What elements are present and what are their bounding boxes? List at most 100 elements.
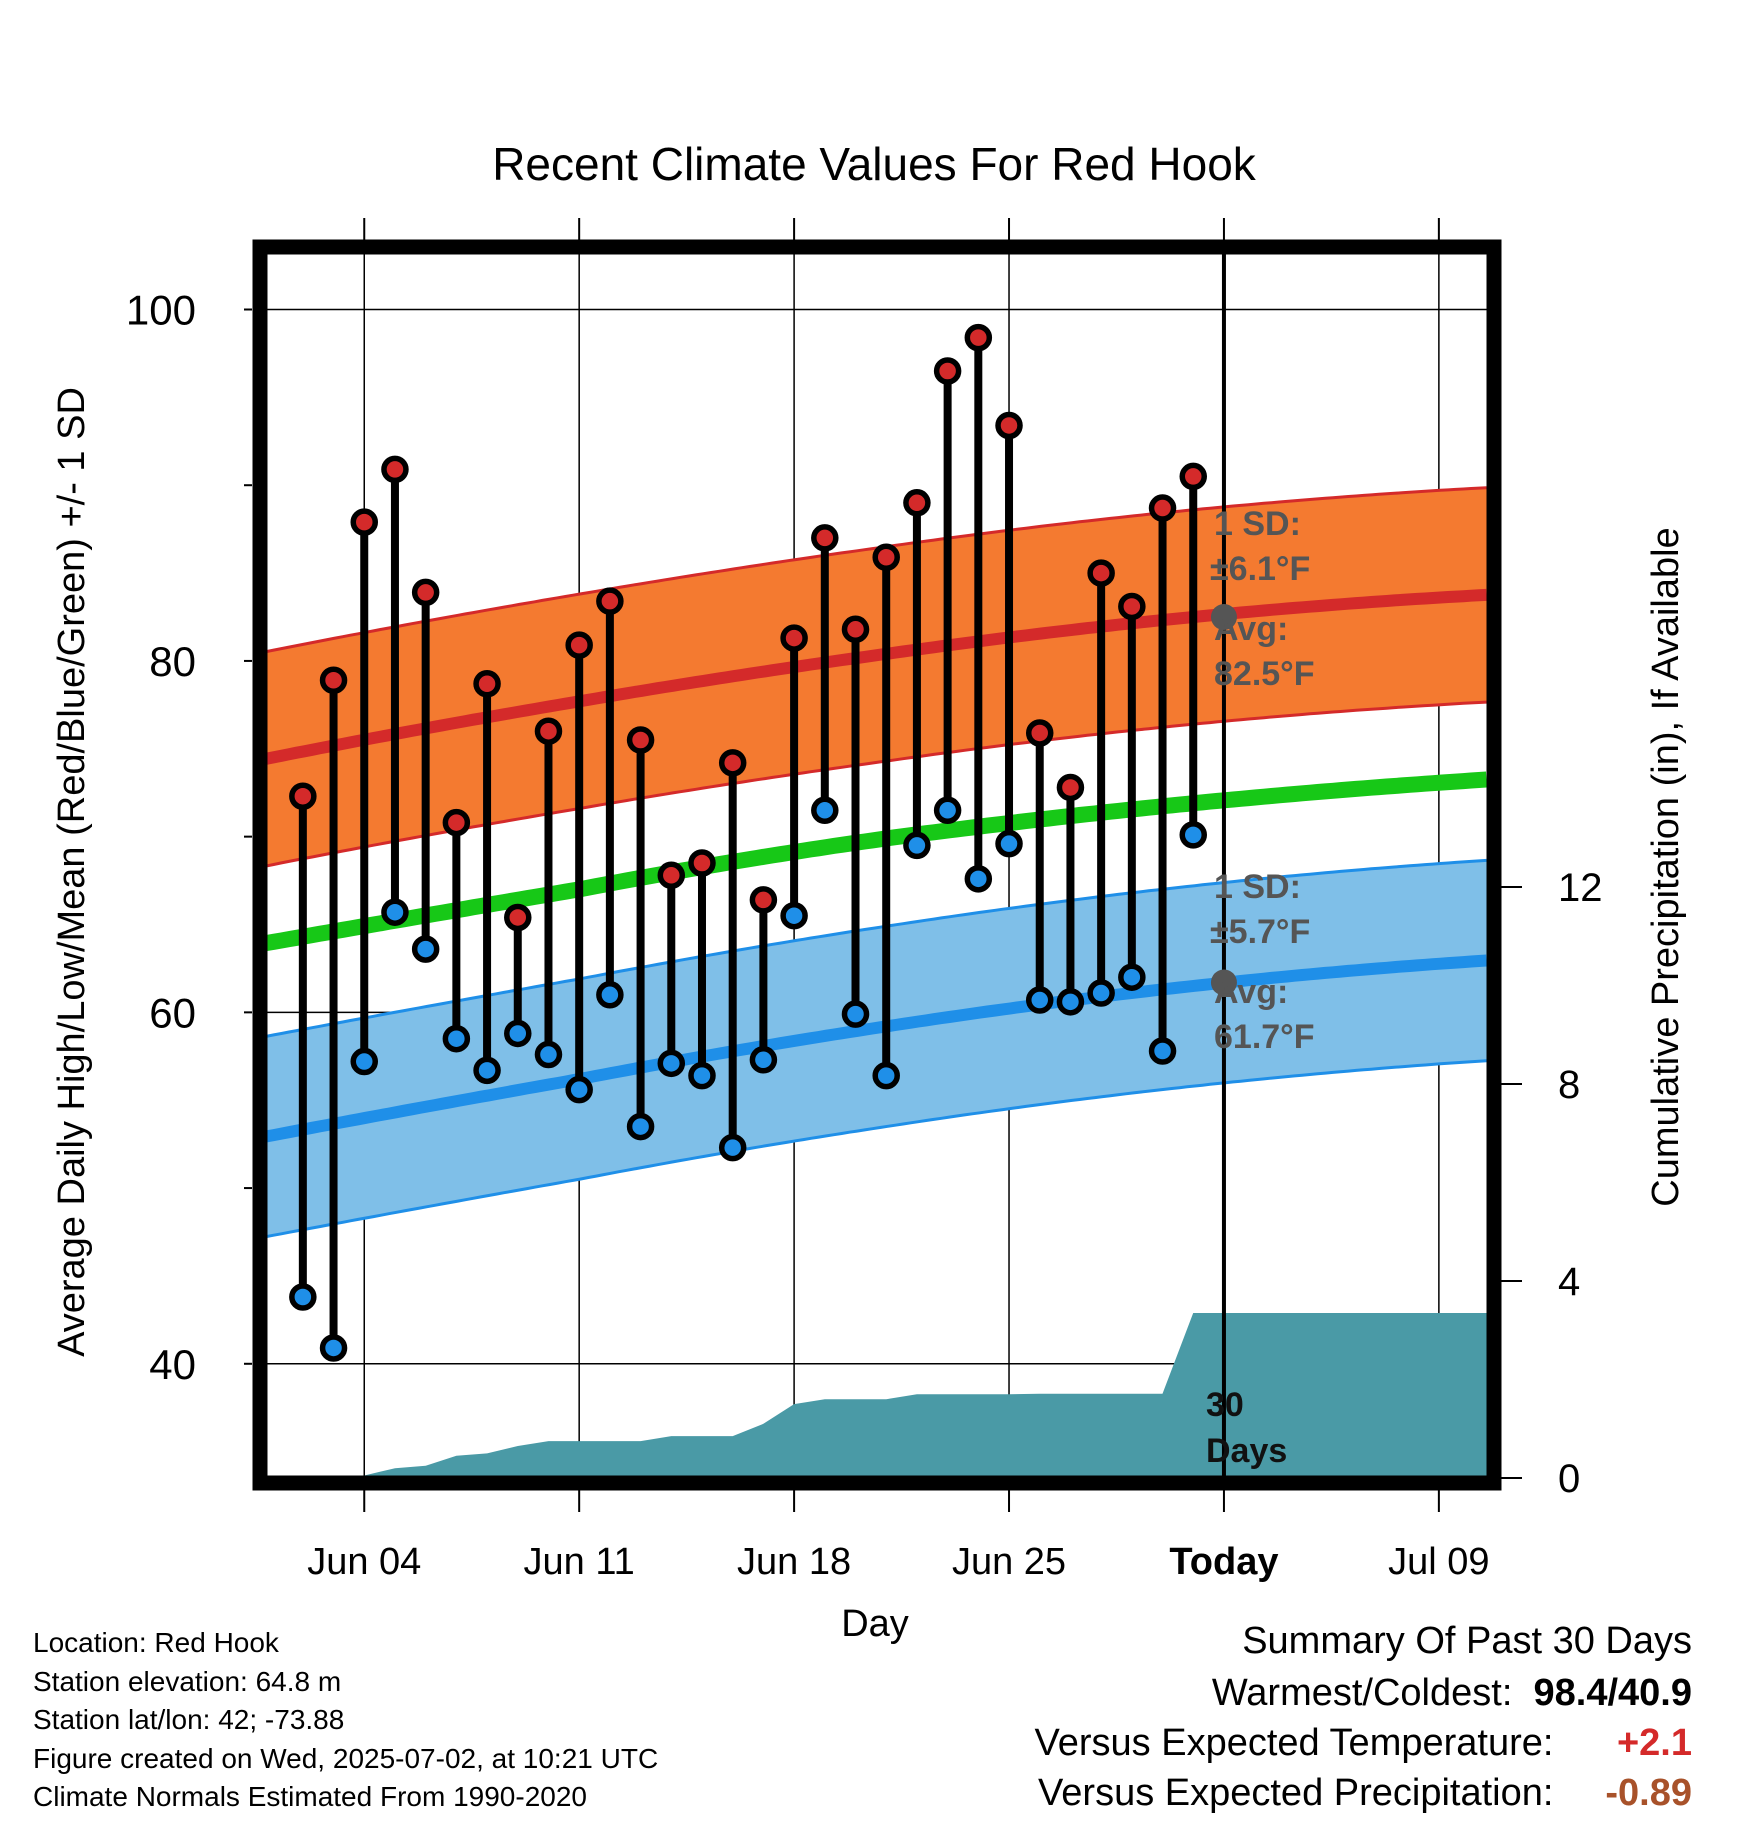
y-tick-label: 80 bbox=[149, 638, 196, 685]
station-info: Location: Red Hook Station elevation: 64… bbox=[33, 1624, 658, 1817]
normal-high-line bbox=[266, 588, 1487, 765]
x-tick-label: Today bbox=[1169, 1541, 1278, 1583]
low-point bbox=[565, 1075, 593, 1104]
y2-tick-label: 4 bbox=[1558, 1260, 1580, 1304]
low-point bbox=[872, 1061, 900, 1090]
low-point bbox=[688, 1061, 716, 1090]
low-point bbox=[811, 796, 839, 825]
y2-tick-label: 12 bbox=[1558, 866, 1603, 910]
low-point bbox=[1056, 988, 1085, 1016]
high-point bbox=[657, 861, 686, 890]
low-point bbox=[1118, 963, 1146, 991]
high-point bbox=[1056, 773, 1085, 802]
precipitation-value: -0.89 bbox=[1605, 1772, 1692, 1814]
low-point bbox=[841, 1000, 870, 1028]
y-tick-label: 60 bbox=[149, 989, 196, 1036]
x-tick-label: Jun 25 bbox=[952, 1541, 1066, 1583]
high-point bbox=[1179, 462, 1207, 491]
window-days-number: 30 bbox=[1206, 1386, 1244, 1424]
chart-title: Recent Climate Values For Red Hook bbox=[492, 138, 1257, 190]
high-point bbox=[903, 489, 931, 517]
high-avg-label: Avg: bbox=[1214, 610, 1288, 648]
high-point bbox=[1118, 592, 1146, 621]
high-point bbox=[688, 849, 716, 877]
low-point bbox=[1025, 986, 1054, 1014]
low-point bbox=[718, 1133, 747, 1162]
high-sd-value: ±6.1°F bbox=[1210, 550, 1310, 588]
x-tick-labels: Jun 04 Jun 11 Jun 18 Jun 25 Today Jul 09 bbox=[307, 1541, 1489, 1583]
high-point bbox=[964, 323, 993, 352]
window-days-label: Days bbox=[1206, 1432, 1287, 1470]
y2-tick-label: 0 bbox=[1558, 1457, 1580, 1501]
normal-high-band bbox=[266, 487, 1487, 866]
high-avg-value: 82.5°F bbox=[1214, 655, 1315, 693]
info-normals: Climate Normals Estimated From 1990-2020 bbox=[33, 1781, 587, 1812]
y2-tick-label: 8 bbox=[1558, 1063, 1580, 1107]
normal-low-line bbox=[266, 954, 1487, 1143]
precipitation-area bbox=[266, 1313, 1488, 1478]
low-point bbox=[1087, 979, 1115, 1007]
low-point bbox=[534, 1040, 563, 1069]
high-point bbox=[411, 578, 440, 607]
low-point bbox=[319, 1334, 348, 1362]
high-point bbox=[780, 624, 808, 652]
daily-range-stems bbox=[298, 337, 1198, 1348]
high-point bbox=[995, 411, 1023, 440]
summary-temperature: Versus Expected Temperature: +2.1 bbox=[1035, 1722, 1692, 1765]
low-point bbox=[1179, 821, 1207, 849]
high-point bbox=[289, 782, 317, 810]
summary-warmest-coldest: Warmest/Coldest: 98.4/40.9 bbox=[1212, 1672, 1692, 1715]
low-point bbox=[504, 1019, 532, 1048]
high-point bbox=[933, 357, 962, 385]
normal-bands bbox=[266, 486, 1487, 1239]
normal-high-band-lower-edge bbox=[266, 700, 1487, 868]
high-point bbox=[1148, 494, 1177, 522]
low-point bbox=[933, 796, 962, 825]
x-axis-label: Day bbox=[841, 1603, 909, 1645]
high-point bbox=[872, 543, 900, 572]
low-point bbox=[473, 1056, 501, 1085]
warmest-coldest-value: 98.4/40.9 bbox=[1533, 1672, 1692, 1714]
plot-frame bbox=[252, 239, 1502, 1491]
info-location: Location: Red Hook bbox=[33, 1627, 279, 1658]
low-sd-label: 1 SD: bbox=[1214, 868, 1301, 906]
high-point bbox=[350, 508, 379, 536]
normal-lines bbox=[266, 588, 1488, 1143]
high-point bbox=[749, 886, 778, 914]
info-elevation: Station elevation: 64.8 m bbox=[33, 1665, 342, 1697]
x-tick-label: Jul 09 bbox=[1388, 1541, 1489, 1583]
high-sd-label: 1 SD: bbox=[1214, 505, 1301, 543]
high-point bbox=[1025, 719, 1054, 747]
low-point bbox=[964, 865, 993, 893]
high-point bbox=[718, 749, 747, 777]
high-point bbox=[596, 587, 624, 615]
y-tick-label: 100 bbox=[126, 287, 196, 334]
low-avg-label: Avg: bbox=[1214, 973, 1288, 1011]
normal-mean-line bbox=[266, 771, 1488, 951]
daily-points bbox=[289, 323, 1207, 1362]
today-low-normal-marker bbox=[1210, 969, 1237, 996]
gridlines bbox=[266, 248, 1488, 1478]
high-point bbox=[626, 726, 655, 754]
high-point bbox=[442, 808, 471, 837]
low-point bbox=[350, 1047, 379, 1076]
y-tick-label: 40 bbox=[149, 1341, 196, 1388]
low-avg-value: 61.7°F bbox=[1214, 1018, 1315, 1056]
low-point bbox=[903, 831, 931, 860]
x-tick-label: Jun 04 bbox=[307, 1541, 421, 1583]
info-latlon: Station lat/lon: 42; -73.88 bbox=[33, 1704, 345, 1735]
y2-tick-labels: 0 4 8 12 bbox=[1558, 866, 1603, 1501]
y-axis-label: Average Daily High/Low/Mean (Red/Blue/Gr… bbox=[51, 387, 93, 1357]
normal-low-band-upper-edge bbox=[266, 858, 1487, 1038]
high-point bbox=[841, 615, 870, 644]
x-tick-label: Jun 11 bbox=[524, 1541, 635, 1583]
high-point bbox=[811, 524, 839, 552]
high-point bbox=[473, 670, 501, 698]
y2-axis-label: Cumulative Precipitation (in), If Availa… bbox=[1645, 527, 1687, 1206]
annotations: 1 SD: ±6.1°F Avg: 82.5°F 1 SD: ±5.7°F Av… bbox=[1206, 505, 1315, 1470]
temperature-label: Versus Expected Temperature: bbox=[1034, 1722, 1554, 1764]
low-point bbox=[596, 981, 624, 1009]
precipitation-fill bbox=[266, 1313, 1488, 1478]
high-point bbox=[534, 717, 563, 745]
